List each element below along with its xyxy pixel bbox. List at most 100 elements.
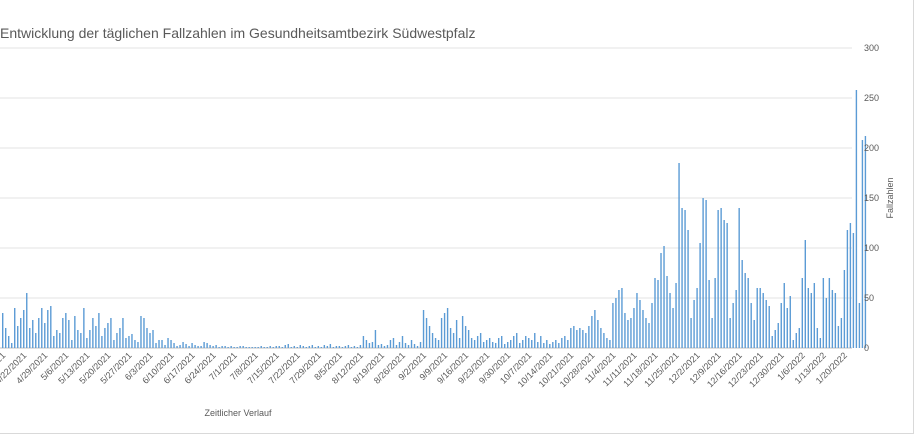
bar [233,347,235,348]
bar [831,290,834,348]
bar [209,345,211,348]
bar [741,260,743,348]
bar [594,310,596,348]
bar [41,308,43,348]
bar [765,300,767,348]
bar [501,336,503,348]
bar [197,346,199,348]
bar [660,253,662,348]
bar [74,316,76,348]
y-tick-label: 100 [864,243,879,253]
bar [591,316,593,348]
bar [798,328,800,348]
bar [329,344,332,348]
bar [203,342,205,348]
bar [365,340,368,348]
bar [338,346,341,348]
bar [227,347,229,348]
bar [494,343,497,348]
bar [44,323,46,348]
bar [759,288,761,348]
bar [110,318,112,348]
bar [519,343,521,348]
bar [287,344,289,348]
bar [389,340,392,348]
bar [326,346,329,348]
bar [467,330,470,348]
bar [531,340,533,348]
y-tick-label: 0 [864,343,869,353]
bar [239,346,241,348]
y-tick-label: 250 [864,93,879,103]
bar [672,308,674,348]
bar [272,347,274,348]
bar [47,310,49,348]
bar [170,340,172,348]
bar [125,338,127,348]
y-tick-labels: 0 50 100 150 200 250 300 [864,43,879,353]
bar [122,318,124,348]
bar [801,278,803,348]
bar [23,310,25,348]
bar [332,347,335,348]
bar [780,303,782,348]
bar [131,334,133,348]
bar [20,318,22,348]
bar [71,340,73,348]
bar [455,320,458,348]
bar [371,342,374,348]
bar [95,326,97,348]
bar [482,342,485,348]
bar [173,343,175,348]
bar [344,346,347,348]
bar [437,340,440,348]
bar [768,306,770,348]
bar [395,345,398,348]
bar [290,347,292,348]
bar [305,347,308,348]
bar [269,346,271,348]
bar [702,198,704,348]
bar [119,328,121,348]
bar [774,330,776,348]
bar [795,333,797,348]
bar [308,346,311,348]
bar [777,323,779,348]
bar [756,288,758,348]
bar [816,328,819,348]
bar [92,318,94,348]
bar [732,303,734,348]
bar [852,233,855,348]
bar [516,333,518,348]
bar [476,336,479,348]
bar [143,318,145,348]
bar [570,328,572,348]
bar [134,340,136,348]
bar [440,318,443,348]
bar [552,342,554,348]
bar [65,313,67,348]
bar [167,338,169,348]
bar [540,336,542,348]
bar [422,310,425,348]
chart-title: Entwicklung der täglichen Fallzahlen im … [0,25,476,41]
bar [750,303,752,348]
bar [690,318,692,348]
bar [822,278,825,348]
bar [543,343,545,348]
bar [699,243,701,348]
bar [107,323,109,348]
bar [504,344,506,348]
bar [792,340,794,348]
bar [29,328,31,348]
bar [59,333,61,348]
bar [161,340,163,348]
bar [104,328,106,348]
bar [434,338,437,348]
bar [491,342,494,348]
bar [458,338,461,348]
bar [633,308,635,348]
bar [383,346,386,348]
bar [374,330,377,348]
bar [555,340,557,348]
